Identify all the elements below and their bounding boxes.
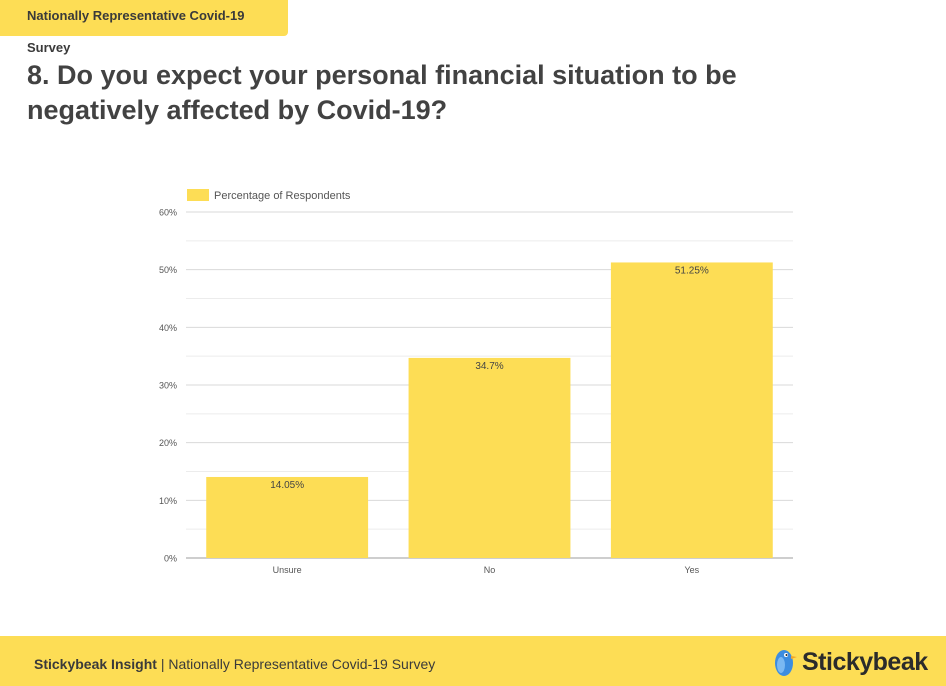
x-tick-label: Unsure xyxy=(273,565,302,575)
bar-layer xyxy=(206,262,773,558)
footer: Stickybeak Insight | Nationally Represen… xyxy=(0,636,946,686)
legend-label: Percentage of Respondents xyxy=(214,190,351,202)
bar-unsure xyxy=(206,476,369,558)
y-tick-label: 20% xyxy=(159,438,177,448)
brand: Stickybeak xyxy=(770,644,930,680)
data-label: 34.7% xyxy=(475,361,503,372)
legend: Percentage of Respondents xyxy=(187,189,351,202)
footer-separator: | xyxy=(156,656,169,672)
y-tick-label: 10% xyxy=(159,496,177,506)
bar-chart: 0% 10% 20% 30% 40% 50% 60% 14.05% Unsure 34.7% No 5… xyxy=(159,189,793,576)
y-tick-label: 30% xyxy=(159,381,177,391)
page-title-line-2: negatively affected by Covid-19? xyxy=(27,95,448,125)
x-tick-label: No xyxy=(484,565,496,575)
bird-logo-icon xyxy=(775,650,797,676)
y-tick-label: 0% xyxy=(164,554,177,564)
y-tick-label: 40% xyxy=(159,323,177,333)
data-label: 51.25% xyxy=(675,265,709,276)
label-layer: 0% 10% 20% 30% 40% 50% 60% 14.05% Unsure 34.7% No 5… xyxy=(159,208,709,576)
y-tick-label: 50% xyxy=(159,265,177,275)
footer-brand: Stickybeak Insight xyxy=(34,656,157,672)
footer-subtitle: Nationally Representative Covid-19 Surve… xyxy=(168,656,436,672)
data-label: 14.05% xyxy=(270,480,304,491)
brand-name: Stickybeak xyxy=(802,648,928,676)
y-tick-label: 60% xyxy=(159,208,177,218)
bar-yes xyxy=(610,262,773,558)
legend-swatch xyxy=(187,189,209,201)
x-tick-label: Yes xyxy=(684,565,699,575)
page-title: 8. Do you expect your personal financial… xyxy=(27,58,887,128)
footer-text: Stickybeak Insight | Nationally Represen… xyxy=(34,656,435,672)
bar-no xyxy=(408,357,571,558)
page-title-line-1: 8. Do you expect your personal financial… xyxy=(27,60,737,90)
survey-tag: Nationally Representative Covid-19 Surve… xyxy=(0,0,288,55)
